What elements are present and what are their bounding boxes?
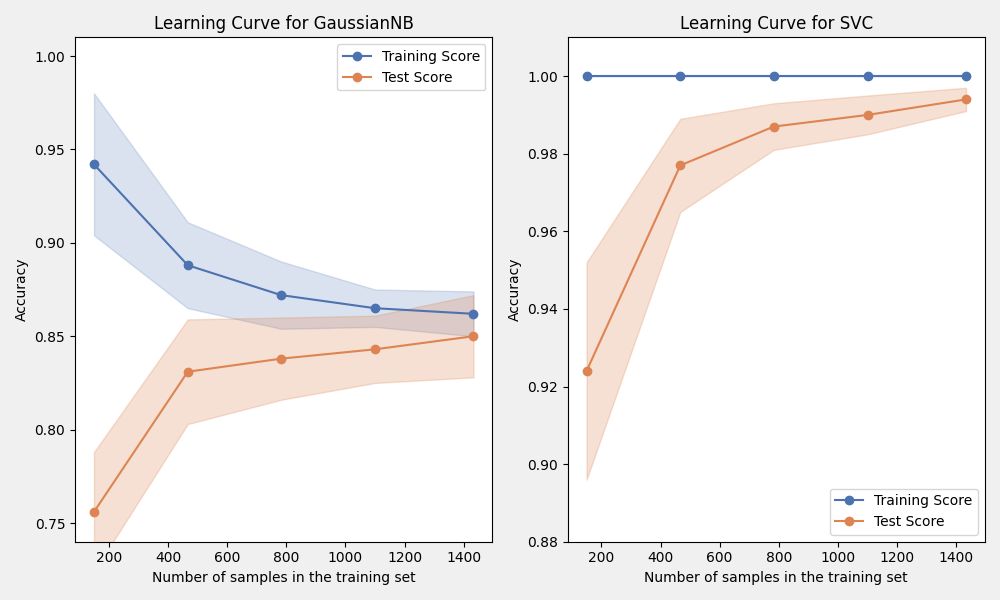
Training Score <box>581 73 593 80</box>
Line: Training Score: Training Score <box>582 72 970 80</box>
Test Score <box>275 355 287 362</box>
Training Score <box>862 73 874 80</box>
Title: Learning Curve for GaussianNB: Learning Curve for GaussianNB <box>154 15 414 33</box>
Legend: Training Score, Test Score: Training Score, Test Score <box>830 489 978 535</box>
Training Score <box>467 310 479 317</box>
Test Score <box>467 332 479 340</box>
Test Score <box>862 112 874 119</box>
Line: Test Score: Test Score <box>90 332 478 516</box>
Test Score <box>768 123 780 130</box>
Line: Training Score: Training Score <box>90 160 478 318</box>
Test Score <box>182 368 194 376</box>
Test Score <box>581 367 593 374</box>
Legend: Training Score, Test Score: Training Score, Test Score <box>337 44 485 91</box>
Line: Test Score: Test Score <box>582 95 970 375</box>
Test Score <box>369 346 381 353</box>
Training Score <box>674 73 686 80</box>
Training Score <box>88 161 100 168</box>
Test Score <box>674 162 686 169</box>
Test Score <box>960 96 972 103</box>
Training Score <box>768 73 780 80</box>
Test Score <box>88 508 100 515</box>
Training Score <box>369 305 381 312</box>
Training Score <box>182 262 194 269</box>
Y-axis label: Accuracy: Accuracy <box>507 258 521 321</box>
X-axis label: Number of samples in the training set: Number of samples in the training set <box>644 571 908 585</box>
Training Score <box>275 292 287 299</box>
Training Score <box>960 73 972 80</box>
X-axis label: Number of samples in the training set: Number of samples in the training set <box>152 571 416 585</box>
Y-axis label: Accuracy: Accuracy <box>15 258 29 321</box>
Title: Learning Curve for SVC: Learning Curve for SVC <box>680 15 873 33</box>
